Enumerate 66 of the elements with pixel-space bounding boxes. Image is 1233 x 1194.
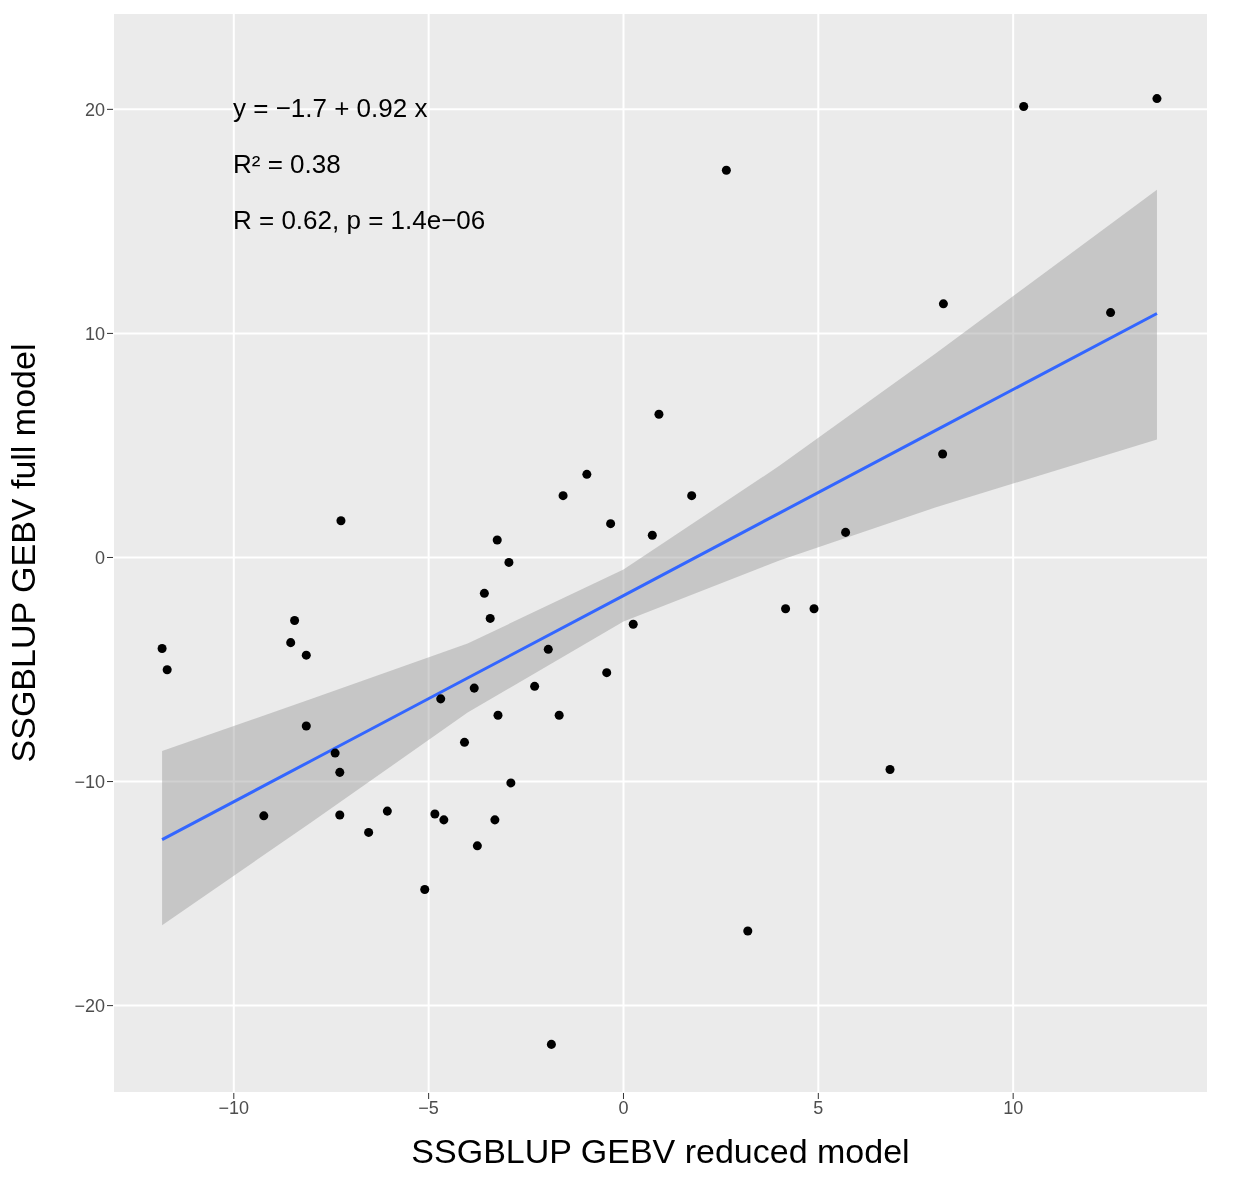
y-tick-label: 20 <box>84 99 105 120</box>
point <box>335 767 345 777</box>
y-tick-label: 0 <box>94 547 105 568</box>
point <box>687 491 697 501</box>
point <box>490 815 500 825</box>
point <box>628 619 638 629</box>
point <box>1106 308 1116 318</box>
point <box>781 604 791 614</box>
point <box>546 1039 556 1049</box>
y-tick-label: 10 <box>84 323 105 344</box>
point <box>493 710 503 720</box>
point <box>469 683 479 693</box>
point <box>1152 94 1162 104</box>
y-tick-label: −20 <box>74 996 105 1016</box>
x-axis-title: SSGBLUP GEBV reduced model <box>411 1132 910 1170</box>
line-series <box>160 311 1159 842</box>
point <box>809 604 819 614</box>
y-tick-label: −10 <box>74 771 105 792</box>
point <box>364 827 374 837</box>
point <box>459 737 470 747</box>
point <box>479 588 489 598</box>
point <box>436 694 446 704</box>
point <box>743 926 753 936</box>
point <box>382 806 392 816</box>
point <box>335 810 345 820</box>
x-tick-label: −10 <box>218 1097 250 1118</box>
point <box>439 815 449 825</box>
y-axis-title: SSGBLUP GEBV full model <box>4 343 43 763</box>
point <box>885 764 895 774</box>
point <box>301 721 311 731</box>
point <box>647 530 657 540</box>
x-tick-label: −5 <box>418 1097 439 1118</box>
x-tick-label: 0 <box>618 1097 629 1118</box>
point <box>1019 101 1029 111</box>
point <box>472 841 482 851</box>
point <box>504 557 514 567</box>
point <box>602 668 612 678</box>
point <box>506 778 516 788</box>
point <box>530 681 540 691</box>
point <box>582 469 592 479</box>
point <box>654 409 664 419</box>
point <box>492 535 502 545</box>
point <box>157 643 167 653</box>
annotation: y = −1.7 + 0.92 x <box>233 93 428 124</box>
point <box>259 811 269 821</box>
annotation: R = 0.62, p = 1.4e−06 <box>233 205 486 236</box>
point <box>721 165 731 175</box>
point <box>420 885 430 895</box>
point <box>938 449 948 459</box>
point <box>301 650 311 660</box>
annotation: R² = 0.38 <box>233 149 341 180</box>
point <box>841 527 851 537</box>
point <box>336 516 346 526</box>
point <box>286 638 296 648</box>
point <box>554 710 564 720</box>
point <box>543 644 553 654</box>
point <box>162 665 172 675</box>
x-tick-label: 5 <box>813 1097 824 1118</box>
point <box>485 613 495 623</box>
point <box>430 809 440 819</box>
point <box>558 491 568 501</box>
point <box>290 615 300 625</box>
x-tick-label: 10 <box>1003 1097 1024 1118</box>
point <box>938 299 948 309</box>
point <box>330 748 340 758</box>
point <box>606 519 616 529</box>
